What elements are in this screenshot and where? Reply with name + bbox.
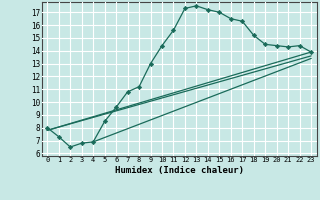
X-axis label: Humidex (Indice chaleur): Humidex (Indice chaleur) — [115, 166, 244, 175]
